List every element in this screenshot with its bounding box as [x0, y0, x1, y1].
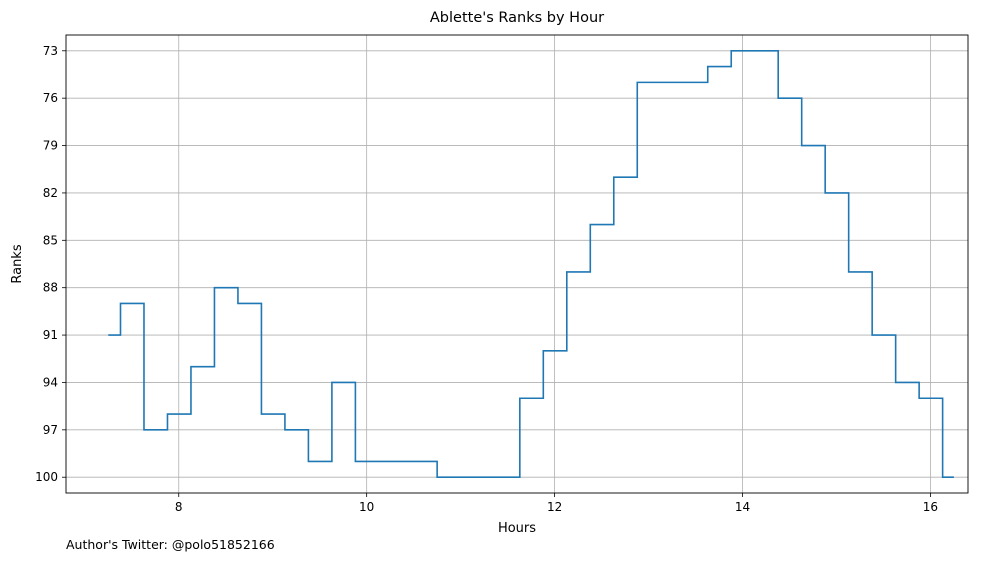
x-tick-label: 14 [735, 500, 750, 514]
y-tick-label: 94 [43, 375, 58, 389]
y-tick-label: 85 [43, 233, 58, 247]
y-tick-label: 73 [43, 44, 58, 58]
y-axis-label: Ranks [10, 244, 25, 283]
rank-step-line [108, 49, 954, 479]
plot-frame [65, 34, 969, 494]
x-axis-ticks: 8 10 12 14 16 [175, 493, 938, 514]
y-tick-label: 97 [43, 423, 58, 437]
x-tick-label: 10 [359, 500, 374, 514]
y-axis-ticks: 73 76 79 82 85 88 91 94 97 100 [35, 44, 66, 484]
grid-lines [66, 35, 968, 493]
y-tick-label: 100 [35, 470, 58, 484]
y-tick-label: 91 [43, 328, 58, 342]
series-layer [108, 49, 954, 479]
x-tick-label: 16 [923, 500, 938, 514]
x-tick-label: 8 [175, 500, 183, 514]
x-axis-label: Hours [498, 521, 536, 536]
y-tick-label: 82 [43, 186, 58, 200]
y-tick-label: 79 [43, 139, 58, 153]
author-credit: Author's Twitter: @polo51852166 [66, 537, 275, 552]
y-tick-label: 88 [43, 281, 58, 295]
y-tick-label: 76 [43, 91, 58, 105]
chart-title: Ablette's Ranks by Hour [430, 10, 604, 26]
x-tick-label: 12 [547, 500, 562, 514]
